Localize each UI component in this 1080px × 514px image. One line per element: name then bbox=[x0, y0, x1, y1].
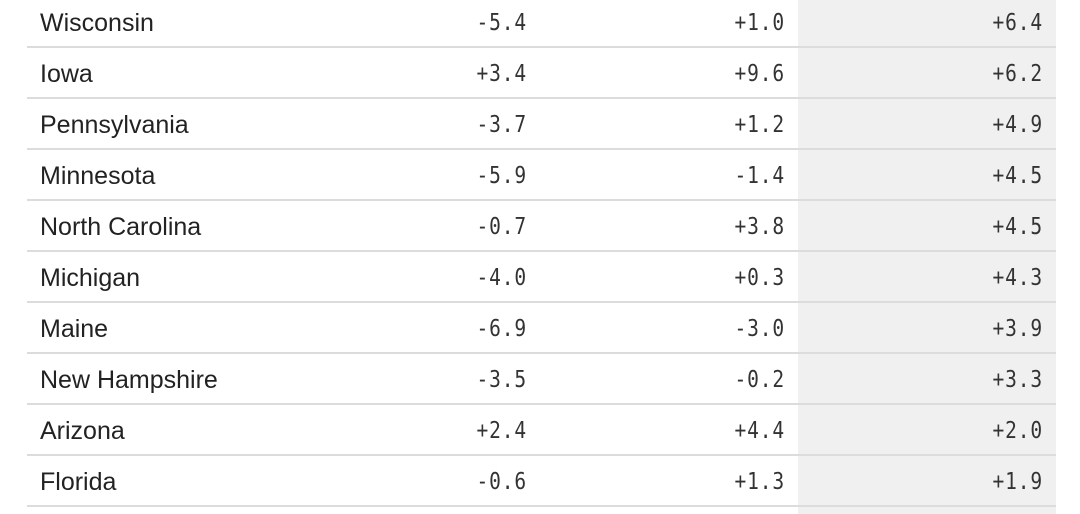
value-cell: +1.9 bbox=[992, 469, 1043, 495]
state-name: Florida bbox=[40, 468, 117, 496]
value-cell: -0.2 bbox=[734, 367, 785, 393]
table-row: Minnesota -5.9 -1.4 +4.5 bbox=[27, 150, 1056, 201]
value-cell: +4.4 bbox=[734, 418, 785, 444]
value-cell: +0.3 bbox=[734, 265, 785, 291]
table-row: North Carolina -0.7 +3.8 +4.5 bbox=[27, 201, 1056, 252]
state-name: Minnesota bbox=[40, 162, 156, 190]
table-row: Florida -0.6 +1.3 +1.9 bbox=[27, 456, 1056, 507]
table-row: Arizona +2.4 +4.4 +2.0 bbox=[27, 405, 1056, 456]
value-cell: +9.6 bbox=[734, 61, 785, 87]
state-name: New Hampshire bbox=[40, 366, 218, 394]
value-cell: +1.3 bbox=[734, 469, 785, 495]
value-cell: +3.8 bbox=[734, 214, 785, 240]
table-row: Wisconsin -5.4 +1.0 +6.4 bbox=[27, 0, 1056, 48]
value-cell: -5.9 bbox=[476, 163, 527, 189]
value-cell: -0.7 bbox=[476, 214, 527, 240]
value-cell: +4.5 bbox=[992, 163, 1043, 189]
value-cell: -4.0 bbox=[476, 265, 527, 291]
state-name: Pennsylvania bbox=[40, 111, 189, 139]
value-cell: -3.5 bbox=[476, 367, 527, 393]
value-cell: +2.4 bbox=[476, 418, 527, 444]
value-cell: -3.7 bbox=[476, 112, 527, 138]
state-name: Michigan bbox=[40, 264, 141, 292]
table-row: New Hampshire -3.5 -0.2 +3.3 bbox=[27, 354, 1056, 405]
value-cell: -6.9 bbox=[476, 316, 527, 342]
table-row: Iowa +3.4 +9.6 +6.2 bbox=[27, 48, 1056, 99]
table-row: Maine -6.9 -3.0 +3.9 bbox=[27, 303, 1056, 354]
value-cell: +1.0 bbox=[734, 10, 785, 36]
value-cell: +4.9 bbox=[992, 112, 1043, 138]
table-row: Pennsylvania -3.7 +1.2 +4.9 bbox=[27, 99, 1056, 150]
state-name: North Carolina bbox=[40, 213, 202, 241]
value-cell: +3.3 bbox=[992, 367, 1043, 393]
value-cell: +2.0 bbox=[992, 418, 1043, 444]
highlight-column bbox=[798, 0, 1056, 514]
state-name: Wisconsin bbox=[40, 9, 154, 37]
value-cell: +4.5 bbox=[992, 214, 1043, 240]
state-name: Arizona bbox=[40, 417, 125, 445]
value-cell: +3.4 bbox=[476, 61, 527, 87]
value-cell: -3.0 bbox=[734, 316, 785, 342]
state-name: Iowa bbox=[40, 60, 93, 88]
value-cell: +4.3 bbox=[992, 265, 1043, 291]
value-cell: +3.9 bbox=[992, 316, 1043, 342]
state-name: Maine bbox=[40, 315, 109, 343]
value-cell: +1.2 bbox=[734, 112, 785, 138]
value-cell: +6.4 bbox=[992, 10, 1043, 36]
table-row: Michigan -4.0 +0.3 +4.3 bbox=[27, 252, 1056, 303]
value-cell: -1.4 bbox=[734, 163, 785, 189]
value-cell: -5.4 bbox=[476, 10, 527, 36]
value-cell: +6.2 bbox=[992, 61, 1043, 87]
value-cell: -0.6 bbox=[476, 469, 527, 495]
